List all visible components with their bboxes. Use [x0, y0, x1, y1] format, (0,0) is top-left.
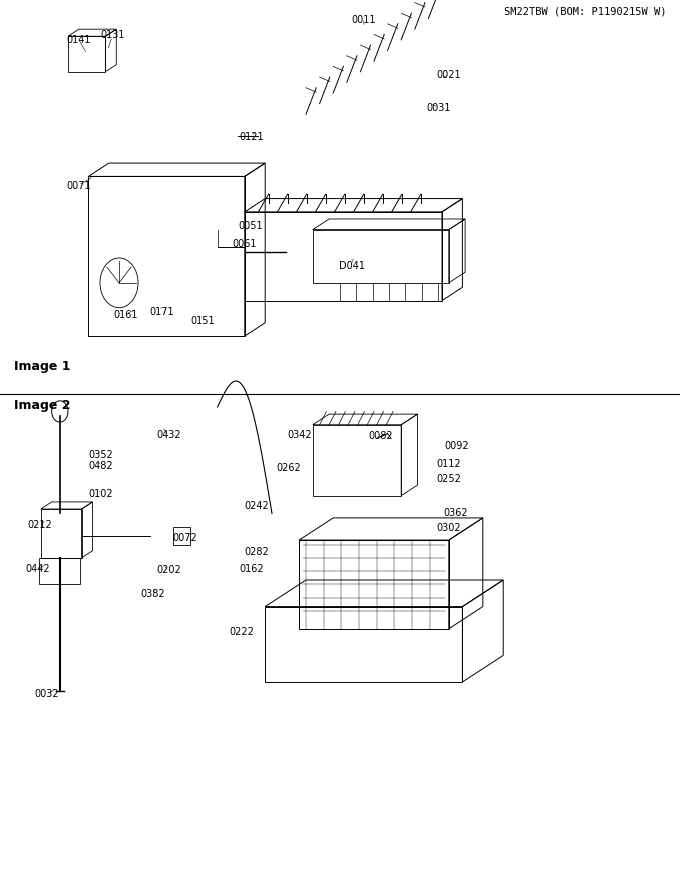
- Text: 0242: 0242: [245, 500, 269, 510]
- Text: 0051: 0051: [238, 221, 262, 231]
- Text: 0102: 0102: [88, 488, 113, 499]
- Text: 0382: 0382: [141, 588, 165, 599]
- Text: 0362: 0362: [443, 507, 468, 517]
- Text: 0482: 0482: [88, 460, 113, 470]
- Text: 0302: 0302: [437, 522, 461, 532]
- Text: 0202: 0202: [156, 564, 181, 575]
- Text: 0252: 0252: [437, 473, 461, 484]
- Text: 0282: 0282: [245, 546, 269, 556]
- Text: 0121: 0121: [239, 132, 264, 143]
- Text: 0092: 0092: [445, 440, 469, 451]
- Text: 0151: 0151: [190, 315, 215, 326]
- Text: Image 2: Image 2: [14, 399, 70, 412]
- Text: 0161: 0161: [114, 309, 138, 320]
- Text: 0162: 0162: [239, 563, 264, 574]
- Text: Image 1: Image 1: [14, 359, 70, 372]
- Text: 0342: 0342: [287, 429, 311, 439]
- Text: 0222: 0222: [229, 626, 254, 636]
- Text: SM22TBW (BOM: P1190215W W): SM22TBW (BOM: P1190215W W): [504, 6, 666, 16]
- Text: 0442: 0442: [25, 563, 50, 574]
- Text: 0171: 0171: [150, 307, 174, 317]
- Text: 0031: 0031: [426, 103, 451, 113]
- Text: 0112: 0112: [437, 458, 461, 469]
- Text: 0071: 0071: [66, 181, 90, 191]
- Text: 0141: 0141: [66, 35, 90, 45]
- Text: 0061: 0061: [233, 238, 257, 249]
- Text: 0021: 0021: [437, 70, 461, 81]
- Text: 0212: 0212: [27, 519, 52, 530]
- Text: 0352: 0352: [88, 449, 113, 460]
- Text: 0011: 0011: [352, 14, 376, 25]
- Text: 0082: 0082: [369, 431, 393, 441]
- Text: 0072: 0072: [173, 532, 197, 543]
- Text: 0262: 0262: [277, 462, 301, 473]
- Text: 0131: 0131: [100, 30, 124, 41]
- Text: D041: D041: [339, 260, 365, 271]
- Text: 0432: 0432: [156, 429, 181, 439]
- Text: 0032: 0032: [34, 688, 58, 698]
